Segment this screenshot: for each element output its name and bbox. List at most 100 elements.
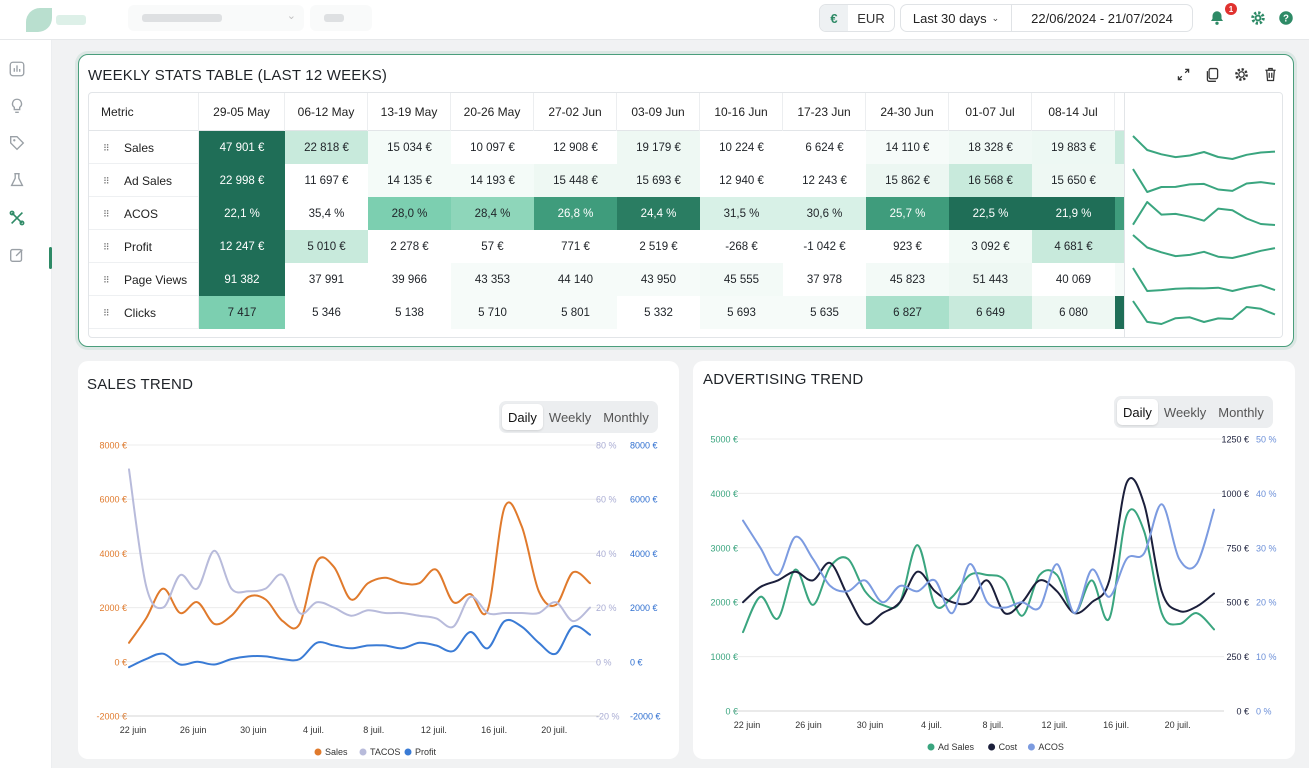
stat-cell: 6 827 bbox=[866, 296, 949, 329]
trash-icon[interactable] bbox=[1262, 66, 1279, 83]
legend-label[interactable]: Cost bbox=[999, 742, 1018, 752]
sidebar bbox=[0, 40, 52, 768]
gear-icon[interactable] bbox=[1249, 9, 1267, 27]
date-range-picker[interactable]: 22/06/2024 - 21/07/2024 bbox=[1012, 4, 1193, 32]
currency-symbol[interactable]: € bbox=[820, 5, 848, 31]
drag-handle-icon[interactable]: ⠿ bbox=[103, 274, 110, 285]
tools-icon[interactable] bbox=[8, 209, 26, 227]
tag-icon[interactable] bbox=[8, 134, 26, 152]
legend-label[interactable]: Ad Sales bbox=[938, 742, 975, 752]
adv-toggle-weekly[interactable]: Weekly bbox=[1163, 404, 1207, 420]
settings-gear-icon[interactable] bbox=[1233, 66, 1250, 83]
stat-cell: 16 568 € bbox=[949, 164, 1032, 197]
stat-cell: 5 138 bbox=[368, 296, 451, 329]
adv-granularity-toggle[interactable]: Daily Weekly Monthly bbox=[1114, 396, 1273, 428]
stat-cell: 12 940 € bbox=[700, 164, 783, 197]
week-column-header[interactable]: 03-09 Jun bbox=[617, 93, 700, 131]
y-left-tick-label: 5000 € bbox=[710, 435, 738, 445]
week-column-header[interactable]: 24-30 Jun bbox=[866, 93, 949, 131]
week-column-header[interactable]: 10-16 Jun bbox=[700, 93, 783, 131]
metric-column-header[interactable]: Metric bbox=[89, 93, 199, 131]
legend-label[interactable]: TACOS bbox=[370, 747, 400, 757]
sparkline-ad-sales bbox=[1132, 168, 1276, 193]
week-column-header[interactable]: 20-26 May bbox=[451, 93, 534, 131]
stat-cell: 6 624 € bbox=[783, 131, 866, 164]
currency-code[interactable]: EUR bbox=[857, 10, 885, 26]
y-left-tick-label: 1000 € bbox=[710, 652, 738, 662]
stat-cell: 15 448 € bbox=[534, 164, 617, 197]
legend-marker[interactable] bbox=[927, 743, 935, 751]
currency-toggle[interactable]: € EUR bbox=[819, 4, 895, 32]
metric-label: ACOS bbox=[124, 206, 159, 221]
stat-cell: 43 353 bbox=[451, 263, 534, 296]
series-line-cost[interactable] bbox=[742, 476, 1215, 626]
stat-cell: 51 443 bbox=[949, 263, 1032, 296]
stat-cell: 22 818 € bbox=[285, 131, 368, 164]
stat-cell: 24,4 % bbox=[617, 197, 700, 230]
week-column-header[interactable]: 08-14 Jul bbox=[1032, 93, 1115, 131]
edit-icon[interactable] bbox=[8, 246, 26, 264]
sales-trend-title: SALES TREND bbox=[87, 376, 194, 393]
x-tick-label: 8 juil. bbox=[363, 725, 384, 735]
metric-label: Ad Sales bbox=[124, 173, 173, 188]
account-selector[interactable]: ⌄ bbox=[128, 5, 304, 31]
drag-handle-icon[interactable]: ⠿ bbox=[103, 208, 110, 219]
metric-cell: ⠿ Clicks bbox=[89, 296, 199, 329]
y-right2-tick-label: 0 € bbox=[630, 657, 643, 667]
adv-toggle-monthly[interactable]: Monthly bbox=[1218, 404, 1264, 420]
copy-icon[interactable] bbox=[1204, 66, 1221, 83]
series-line-profit[interactable] bbox=[128, 618, 591, 669]
metric-cell: ⠿ Profit bbox=[89, 230, 199, 263]
y-right2-tick-label: 0 % bbox=[1256, 707, 1272, 717]
period-dropdown[interactable]: Last 30 days ⌄ bbox=[900, 4, 1012, 32]
sales-toggle-daily[interactable]: Daily bbox=[502, 404, 543, 430]
marketplace-selector[interactable] bbox=[310, 5, 372, 31]
flask-icon[interactable] bbox=[8, 171, 26, 189]
sales-toggle-weekly[interactable]: Weekly bbox=[548, 409, 592, 425]
app-logo[interactable] bbox=[26, 8, 88, 32]
y-left-tick-label: 0 € bbox=[725, 707, 738, 717]
drag-handle-icon[interactable]: ⠿ bbox=[103, 142, 110, 153]
legend-marker[interactable] bbox=[1027, 743, 1035, 751]
week-column-header[interactable]: 17-23 Jun bbox=[783, 93, 866, 131]
legend-marker[interactable] bbox=[314, 748, 322, 756]
weekly-stats-card: WEEKLY STATS TABLE (LAST 12 WEEKS) Metri… bbox=[78, 54, 1294, 347]
legend-label[interactable]: Profit bbox=[415, 747, 437, 757]
help-icon[interactable]: ? bbox=[1277, 9, 1295, 27]
sales-toggle-monthly[interactable]: Monthly bbox=[603, 409, 649, 425]
y-right-tick-label: 750 € bbox=[1226, 543, 1249, 553]
x-tick-label: 12 juil. bbox=[1042, 720, 1068, 730]
series-line-sales[interactable] bbox=[128, 501, 591, 644]
stat-cell: 19 179 € bbox=[617, 131, 700, 164]
adv-toggle-daily[interactable]: Daily bbox=[1117, 399, 1158, 425]
chevron-down-icon: ⌄ bbox=[991, 12, 1000, 23]
table-row: ⠿ Sales 47 901 €22 818 €15 034 €10 097 €12… bbox=[89, 131, 1282, 164]
stat-cell: 923 € bbox=[866, 230, 949, 263]
week-column-header[interactable]: 01-07 Jul bbox=[949, 93, 1032, 131]
expand-icon[interactable] bbox=[1175, 66, 1192, 83]
legend-label[interactable]: Sales bbox=[325, 747, 348, 757]
metric-cell: ⠿ Sales bbox=[89, 131, 199, 164]
week-column-header[interactable]: 27-02 Jun bbox=[534, 93, 617, 131]
legend-marker[interactable] bbox=[404, 748, 412, 756]
legend-label[interactable]: ACOS bbox=[1038, 742, 1064, 752]
table-row: ⠿ Page Views 91 382 37 991 39 966 43 353 44 14… bbox=[89, 263, 1282, 296]
x-tick-label: 16 juil. bbox=[481, 725, 507, 735]
bell-icon[interactable] bbox=[1208, 9, 1226, 27]
lightbulb-icon[interactable] bbox=[8, 97, 26, 115]
series-line-tacos[interactable] bbox=[128, 468, 591, 629]
drag-handle-icon[interactable]: ⠿ bbox=[103, 307, 110, 318]
y-right-tick-label: 0 € bbox=[1236, 707, 1249, 717]
week-column-header[interactable]: 06-12 May bbox=[285, 93, 368, 131]
sales-granularity-toggle[interactable]: Daily Weekly Monthly bbox=[499, 401, 658, 433]
legend-marker[interactable] bbox=[988, 743, 996, 751]
series-line-acos[interactable] bbox=[742, 503, 1215, 615]
y-right2-tick-label: -2000 € bbox=[630, 712, 661, 722]
drag-handle-icon[interactable]: ⠿ bbox=[103, 241, 110, 252]
dashboard-icon[interactable] bbox=[8, 60, 26, 78]
week-column-header[interactable]: 29-05 May bbox=[199, 93, 285, 131]
legend-marker[interactable] bbox=[359, 748, 367, 756]
week-column-header[interactable]: 13-19 May bbox=[368, 93, 451, 131]
series-line-ad-sales[interactable] bbox=[742, 508, 1215, 634]
drag-handle-icon[interactable]: ⠿ bbox=[103, 175, 110, 186]
